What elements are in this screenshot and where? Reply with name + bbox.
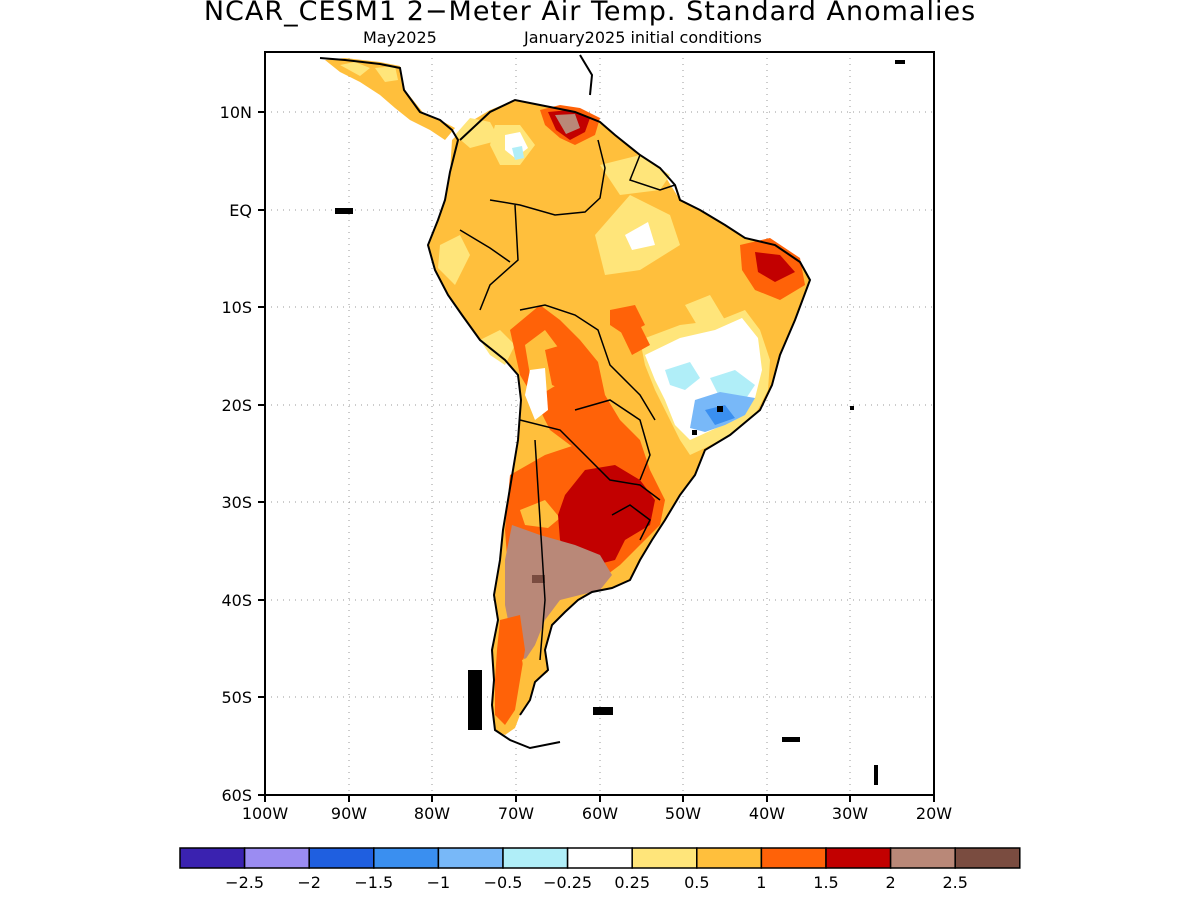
lon-label: 40W: [749, 804, 785, 823]
lat-label: 40S: [221, 591, 252, 610]
lat-label: 50S: [221, 688, 252, 707]
colorbar-swatch: [889, 847, 956, 869]
colorbar-swatch: [760, 847, 827, 869]
lon-label: 60W: [582, 804, 618, 823]
colorbar-label: 0.25: [614, 873, 650, 892]
colorbar-label: 2.5: [942, 873, 967, 892]
lon-label: 20W: [916, 804, 952, 823]
colorbar-swatch: [631, 847, 698, 869]
anomaly-field: [319, 54, 905, 785]
lat-label: 10N: [220, 103, 252, 122]
initial-conditions: January2025 initial conditions: [524, 28, 762, 47]
map-title: NCAR_CESM1 2−Meter Air Temp. Standard An…: [203, 0, 977, 27]
colorbar-swatch: [825, 847, 892, 869]
colorbar-swatch: [243, 847, 310, 869]
colorbar-labels: −2.5 −2 −1.5 −1 −0.5 −0.25 0.25 0.5 1 1.5 2 2.5: [225, 873, 968, 892]
colorbar-label: −1.5: [354, 873, 393, 892]
colorbar-label: 1.5: [813, 873, 838, 892]
lat-label: 60S: [221, 786, 252, 805]
axis-ticks: [258, 111, 935, 802]
longitude-labels: 100W 90W 80W 70W 60W 50W 40W 30W 20W: [242, 804, 952, 823]
colorbar-swatch: [437, 847, 504, 869]
colorbar: [179, 847, 1021, 869]
lat-label: 30S: [221, 493, 252, 512]
latitude-labels: 10N EQ 10S 20S 30S 40S 50S 60S: [220, 103, 252, 805]
lat-label: EQ: [229, 201, 252, 220]
lon-label: 30W: [832, 804, 868, 823]
lon-label: 50W: [665, 804, 701, 823]
colorbar-swatch: [179, 847, 246, 869]
colorbar-label: −2: [297, 873, 321, 892]
lat-label: 20S: [221, 396, 252, 415]
lon-label: 80W: [414, 804, 450, 823]
colorbar-label: −1: [427, 873, 451, 892]
colorbar-label: −2.5: [225, 873, 264, 892]
lon-label: 100W: [242, 804, 289, 823]
country-borders: [459, 139, 676, 661]
colorbar-label: 0.5: [684, 873, 709, 892]
islands: [335, 60, 905, 785]
colorbar-swatch: [954, 847, 1021, 869]
lon-label: 70W: [498, 804, 534, 823]
colorbar-swatch: [696, 847, 763, 869]
colorbar-swatch: [502, 847, 569, 869]
colorbar-label: 1: [756, 873, 766, 892]
colorbar-swatch: [308, 847, 375, 869]
colorbar-label: −0.25: [543, 873, 592, 892]
lat-label: 10S: [221, 298, 252, 317]
forecast-month: May2025: [363, 28, 437, 47]
colorbar-label: −0.5: [484, 873, 523, 892]
lon-label: 90W: [331, 804, 367, 823]
colorbar-label: 2: [886, 873, 896, 892]
colorbar-swatch: [566, 847, 633, 869]
colorbar-swatch: [373, 847, 440, 869]
coastlines: [319, 54, 812, 750]
